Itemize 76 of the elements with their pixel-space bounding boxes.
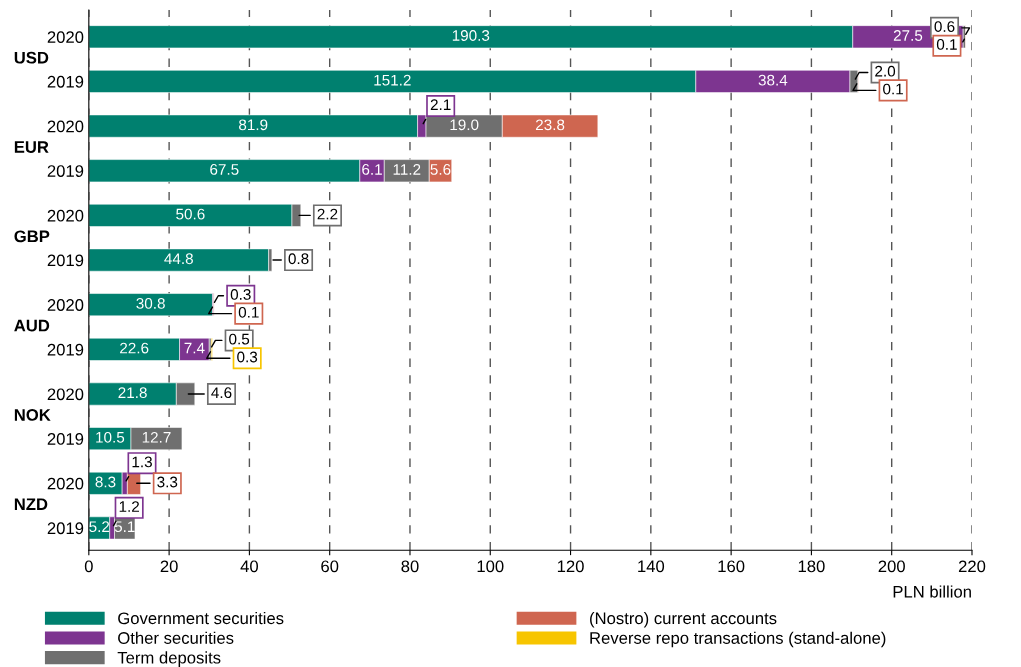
data-label: 10.5 <box>96 431 125 443</box>
text: GBP <box>14 230 50 243</box>
text: NZD <box>14 498 48 510</box>
data-label: 30.8 <box>136 297 165 309</box>
data-label: 1.3 <box>132 456 152 468</box>
data-label: 5.2 <box>89 521 110 533</box>
legend-label: Term deposits <box>117 651 221 667</box>
bar <box>88 471 123 495</box>
data-label: 0.5 <box>229 333 250 345</box>
bar <box>88 293 213 317</box>
data-label: 27.5 <box>893 30 923 41</box>
text: NOK <box>14 409 51 421</box>
data-label: 21.8 <box>118 387 147 399</box>
y-tick-label: 2020 <box>47 388 84 401</box>
data-label: 0.1 <box>238 306 259 318</box>
data-label: 5.6 <box>430 164 451 175</box>
y-tick-label: 2020 <box>47 31 84 43</box>
data-label: 190.3 <box>452 30 490 41</box>
data-label: 23.8 <box>535 119 565 131</box>
y-tick-label: 2019 <box>47 254 84 267</box>
x-tick-label: 100 <box>477 560 504 573</box>
x-tick-label: 60 <box>321 560 339 573</box>
data-label: 1.2 <box>119 501 139 512</box>
x-tick-label: 180 <box>798 560 825 573</box>
text: EUR <box>14 141 49 153</box>
data-label: 2.1 <box>430 99 451 110</box>
data-label: 12.7 <box>142 431 171 443</box>
data-label: 6.1 <box>362 164 382 175</box>
data-label: 7.4 <box>184 342 205 354</box>
data-label: 2.0 <box>875 65 896 77</box>
data-label: 0.6 <box>934 21 955 32</box>
y-tick-label: 2019 <box>47 165 84 177</box>
legend-label: Other securities <box>118 631 234 644</box>
y-tick-label: 2020 <box>47 209 84 222</box>
bar <box>88 248 269 272</box>
x-tick-label: 20 <box>160 560 178 573</box>
data-label: 44.8 <box>164 253 193 265</box>
x-tick-label: 0 <box>84 560 93 573</box>
data-label: 11.2 <box>393 164 421 175</box>
data-label: 81.9 <box>239 119 268 131</box>
legend-label: (Nostro) current accounts <box>590 611 777 628</box>
y-tick-label: 2020 <box>47 120 84 133</box>
data-label: 8.3 <box>95 476 116 488</box>
x-tick-label: 140 <box>638 560 665 573</box>
y-tick-label: 2019 <box>47 522 84 535</box>
y-tick-label: 2019 <box>47 75 84 88</box>
data-label: 3.3 <box>157 476 178 488</box>
data-label: 2.2 <box>317 208 338 220</box>
legend-label: Reverse repo transactions (stand-alone) <box>590 631 886 648</box>
y-tick-label: 2020 <box>47 477 84 490</box>
y-tick-label: 2019 <box>47 433 84 445</box>
x-tick-label: 40 <box>240 560 259 573</box>
data-label: 19.0 <box>450 119 479 131</box>
data-label: 38.4 <box>758 74 788 86</box>
data-label: 0.3 <box>230 289 251 300</box>
x-tick-label: 120 <box>557 560 584 573</box>
data-label: 0.3 <box>237 351 258 363</box>
x-tick-label: 200 <box>878 560 905 573</box>
data-label: 50.6 <box>176 208 205 220</box>
data-label: 22.6 <box>120 342 149 354</box>
data-label: 0.1 <box>883 83 903 95</box>
y-tick-label: 2020 <box>47 299 84 311</box>
legend-label: Government securities <box>118 611 284 625</box>
text: USD <box>14 51 49 64</box>
x-tick-label: 80 <box>401 560 419 573</box>
y-tick-label: 2019 <box>47 343 84 356</box>
x-tick-label: 160 <box>718 560 745 573</box>
data-label: 4.6 <box>211 387 232 399</box>
data-label: 0.1 <box>936 39 957 50</box>
x-tick-label: 220 <box>958 560 986 573</box>
text: AUD <box>14 319 50 332</box>
x-axis-title: PLN billion <box>893 585 971 598</box>
data-label: 5.1 <box>114 521 135 533</box>
data-label: 151.2 <box>374 74 411 86</box>
data-label: 0.8 <box>288 253 309 265</box>
data-label: 67.5 <box>210 164 239 175</box>
